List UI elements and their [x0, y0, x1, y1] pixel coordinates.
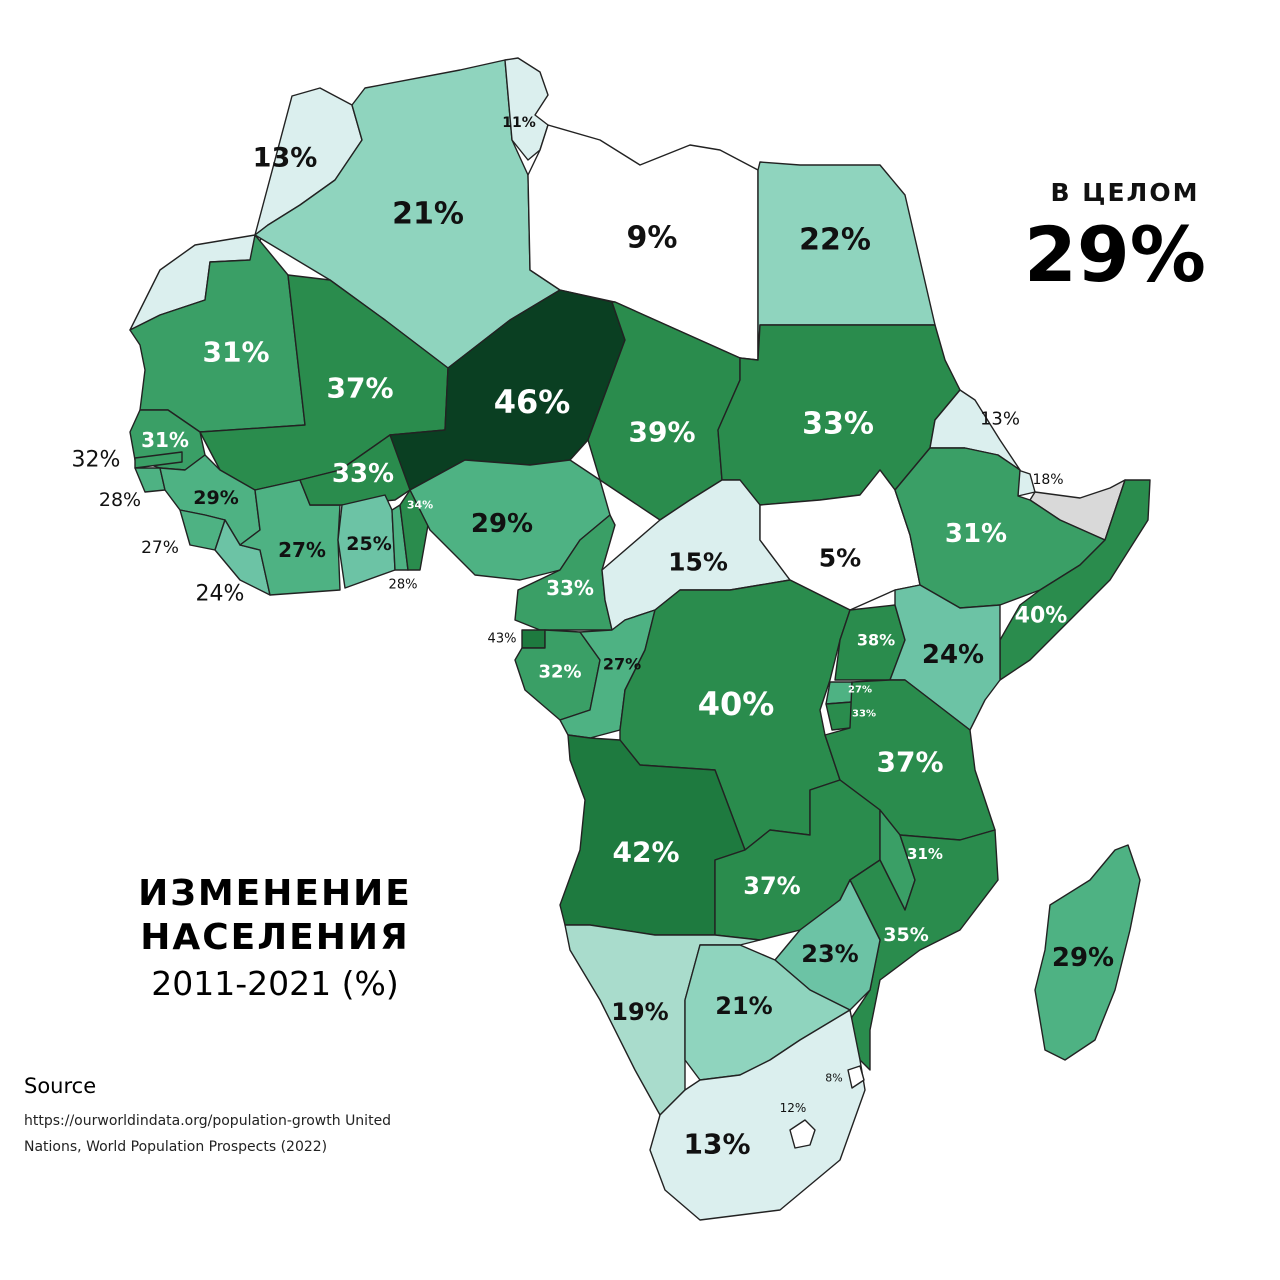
- label-gambia: 32%: [72, 448, 121, 473]
- label-congo: 27%: [603, 655, 641, 674]
- label-south-africa: 13%: [683, 1128, 750, 1161]
- label-burkina-faso: 33%: [332, 459, 394, 489]
- label-libya: 9%: [627, 221, 678, 256]
- map-title: ИЗМЕНЕНИЕ НАСЕЛЕНИЯ 2011-2021 (%): [120, 872, 430, 1008]
- region-burundi: [825, 701, 853, 731]
- label-sudan: 33%: [802, 407, 874, 442]
- label-madagascar: 29%: [1052, 943, 1114, 973]
- source-heading: Source: [24, 1074, 97, 1098]
- label-central-african-republic: 15%: [668, 548, 728, 577]
- region-burkina-faso: [299, 434, 411, 506]
- region-lesotho: [789, 1119, 816, 1149]
- label-south-sudan: 5%: [819, 544, 861, 573]
- label-liberia: 24%: [196, 582, 245, 607]
- region-equatorial-guinea: [521, 629, 546, 649]
- overall-value: 29%: [1024, 210, 1206, 299]
- label-nigeria: 29%: [471, 509, 533, 539]
- label-somalia: 40%: [1015, 604, 1068, 629]
- label-eswatini: 8%: [825, 1072, 842, 1085]
- label-benin: 34%: [407, 499, 433, 512]
- label-rwanda: 27%: [848, 685, 872, 696]
- label-dr-congo: 40%: [698, 685, 775, 723]
- label-mauritania: 31%: [202, 336, 269, 369]
- region-kenya: [889, 584, 1001, 731]
- region-gambia: [134, 451, 183, 469]
- label-equatorial-guinea: 43%: [488, 632, 517, 647]
- overall-caption: В ЦЕЛОМ: [1050, 178, 1200, 207]
- region-somalia: [999, 479, 1151, 681]
- label-algeria: 21%: [392, 197, 464, 232]
- label-uganda: 38%: [857, 631, 895, 650]
- label-angola: 42%: [612, 836, 679, 869]
- label-senegal: 31%: [141, 428, 189, 452]
- label-eritrea: 13%: [980, 409, 1020, 430]
- label-tunisia: 11%: [502, 115, 536, 131]
- label-zimbabwe: 23%: [801, 940, 858, 968]
- label-malawi: 31%: [907, 845, 943, 863]
- label-djibouti: 18%: [1032, 472, 1063, 488]
- label-cameroon: 33%: [546, 576, 594, 600]
- label-gabon: 32%: [538, 662, 581, 683]
- label-burundi: 33%: [852, 709, 876, 720]
- label-ivory-coast: 27%: [278, 538, 326, 562]
- label-togo: 28%: [389, 578, 418, 593]
- title-line-1: ИЗМЕНЕНИЕ: [138, 873, 412, 914]
- source-text: https://ourworldindata.org/population-gr…: [24, 1113, 392, 1155]
- label-tanzania: 37%: [876, 746, 943, 779]
- title-line-3: 2011-2021 (%): [151, 964, 399, 1003]
- region-mauritania: [129, 234, 306, 433]
- label-ethiopia: 31%: [945, 519, 1007, 549]
- label-egypt: 22%: [799, 223, 871, 258]
- label-guinea-bissau: 28%: [99, 489, 141, 511]
- title-line-2: НАСЕЛЕНИЯ: [140, 917, 410, 958]
- label-mali: 37%: [326, 372, 393, 405]
- region-eswatini: [847, 1065, 865, 1089]
- label-kenya: 24%: [922, 640, 984, 670]
- label-chad: 39%: [628, 416, 695, 449]
- region-tunisia: [504, 57, 549, 161]
- label-sierra-leone: 27%: [141, 538, 179, 558]
- label-guinea: 29%: [193, 487, 238, 509]
- label-morocco: 13%: [253, 143, 318, 174]
- label-mozambique: 35%: [883, 924, 928, 946]
- label-lesotho: 12%: [780, 1101, 807, 1115]
- label-zambia: 37%: [743, 872, 800, 900]
- label-namibia: 19%: [611, 998, 668, 1026]
- label-niger: 46%: [494, 383, 571, 421]
- region-madagascar: [1034, 844, 1141, 1061]
- label-botswana: 21%: [715, 992, 772, 1020]
- label-ghana: 25%: [346, 533, 391, 555]
